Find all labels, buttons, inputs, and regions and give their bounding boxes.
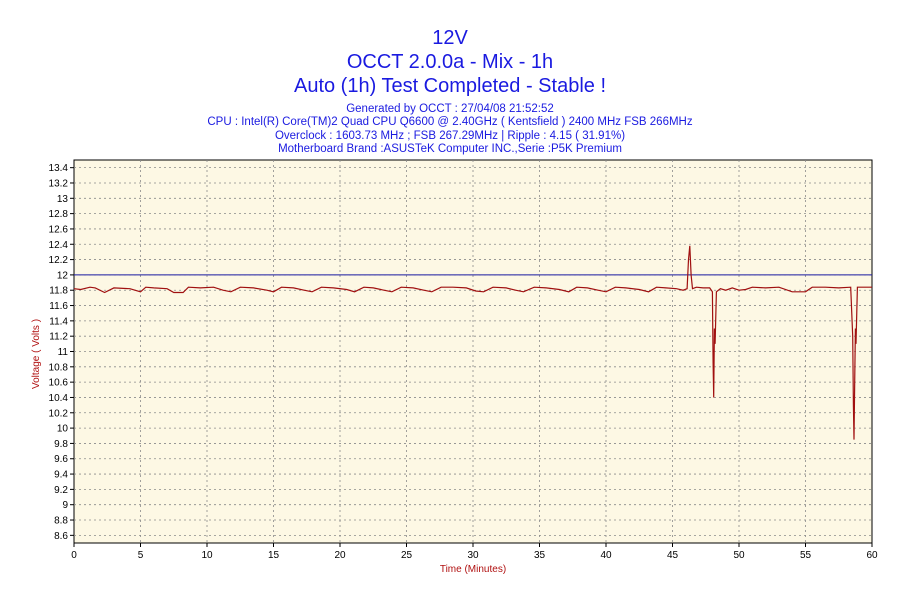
info-cpu: CPU : Intel(R) Core(TM)2 Quad CPU Q6600 … xyxy=(207,116,693,129)
y-tick-label-10: 10.6 xyxy=(49,378,69,389)
y-tick-label-5: 9.6 xyxy=(54,454,68,465)
y-axis-label: Voltage ( Volts ) xyxy=(31,319,42,389)
x-tick-label-0: 0 xyxy=(71,550,77,561)
x-tick-label-6: 30 xyxy=(467,550,479,561)
chart-subtitle-1: OCCT 2.0.0a - Mix - 1h xyxy=(346,51,554,73)
y-tick-label-14: 11.4 xyxy=(49,316,68,327)
y-tick-label-19: 12.4 xyxy=(49,240,69,251)
x-tick-label-8: 40 xyxy=(600,550,612,561)
chart-subtitle-2: Auto (1h) Test Completed - Stable ! xyxy=(293,75,606,97)
x-tick-label-11: 55 xyxy=(800,550,812,561)
y-tick-label-6: 9.8 xyxy=(54,439,68,450)
x-tick-label-10: 50 xyxy=(733,550,745,561)
y-tick-label-8: 10.2 xyxy=(49,408,69,419)
y-tick-label-11: 10.8 xyxy=(49,362,69,373)
x-tick-label-1: 5 xyxy=(138,550,144,561)
y-tick-label-23: 13.2 xyxy=(49,178,69,189)
y-tick-label-0: 8.6 xyxy=(54,531,68,542)
y-tick-label-20: 12.6 xyxy=(49,224,69,235)
y-tick-label-2: 9 xyxy=(62,500,68,511)
info-motherboard: Motherboard Brand :ASUSTeK Computer INC.… xyxy=(278,143,622,156)
x-axis-ticks: 0 5 10 15 20 25 30 35 40 45 50 55 60 xyxy=(71,543,878,561)
y-tick-label-15: 11.6 xyxy=(49,301,68,312)
x-tick-label-9: 45 xyxy=(667,550,679,561)
x-tick-label-2: 10 xyxy=(201,550,213,561)
info-generated: Generated by OCCT : 27/04/08 21:52:52 xyxy=(346,103,554,115)
y-tick-label-22: 13 xyxy=(57,194,69,205)
y-tick-label-3: 9.2 xyxy=(54,485,68,496)
y-tick-label-18: 12.2 xyxy=(49,255,69,266)
chart-info: Generated by OCCT : 27/04/08 21:52:52 CP… xyxy=(0,103,900,157)
y-tick-label-12: 11 xyxy=(58,347,69,358)
y-tick-label-21: 12.8 xyxy=(49,209,69,220)
chart-titles: 12V OCCT 2.0.0a - Mix - 1h Auto (1h) Tes… xyxy=(0,26,900,98)
chart-title: 12V xyxy=(432,27,468,49)
y-tick-label-4: 9.4 xyxy=(54,470,68,481)
y-axis-ticks: 8.6 8.8 9 9.2 9.4 9.6 9.8 10 10.2 10.4 10.6 10.8 11 1… xyxy=(49,163,74,542)
x-tick-label-7: 35 xyxy=(534,550,546,561)
series-line-12v xyxy=(73,245,872,440)
y-tick-label-7: 10 xyxy=(57,424,69,435)
y-tick-label-1: 8.8 xyxy=(54,516,68,527)
y-tick-label-16: 11.8 xyxy=(49,286,68,297)
y-tick-label-13: 11.2 xyxy=(49,332,68,343)
info-overclock: Overclock : 1603.73 MHz ; FSB 267.29MHz … xyxy=(274,129,626,142)
x-tick-label-12: 60 xyxy=(866,550,878,561)
x-tick-label-5: 25 xyxy=(401,550,413,561)
x-axis-label: Time (Minutes) xyxy=(440,564,506,575)
x-tick-label-3: 15 xyxy=(268,550,280,561)
y-tick-label-17: 12 xyxy=(57,270,69,281)
y-tick-label-9: 10.4 xyxy=(49,393,69,404)
x-tick-label-4: 20 xyxy=(334,550,346,561)
y-tick-label-24: 13.4 xyxy=(49,163,69,174)
